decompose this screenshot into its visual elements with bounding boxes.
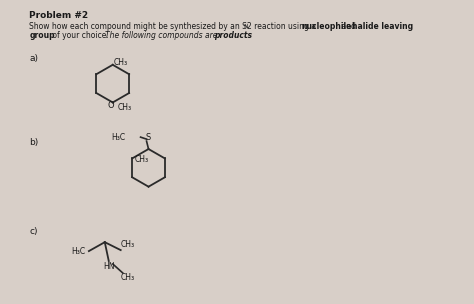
Text: .: . xyxy=(244,31,246,40)
Text: c): c) xyxy=(29,227,38,236)
Text: and: and xyxy=(339,22,359,31)
Text: 2 reaction using a: 2 reaction using a xyxy=(247,22,319,31)
Text: CH₃: CH₃ xyxy=(134,155,148,164)
Text: products: products xyxy=(214,31,252,40)
Text: HN: HN xyxy=(103,262,114,271)
Text: Problem #2: Problem #2 xyxy=(29,11,88,20)
Text: H₃C: H₃C xyxy=(112,133,126,142)
Text: b): b) xyxy=(29,138,38,147)
Text: Show how each compound might be synthesized by an S: Show how each compound might be synthesi… xyxy=(29,22,247,31)
Text: The following compounds are: The following compounds are xyxy=(105,31,219,40)
Text: nucleophile: nucleophile xyxy=(301,22,352,31)
Text: CH₃: CH₃ xyxy=(121,240,135,249)
Text: O: O xyxy=(108,102,114,110)
Text: CH₃: CH₃ xyxy=(121,273,135,282)
Text: S: S xyxy=(146,133,151,142)
Text: H₃C: H₃C xyxy=(71,247,85,256)
Text: group: group xyxy=(29,31,55,40)
Text: halide leaving: halide leaving xyxy=(352,22,413,31)
Text: CH₃: CH₃ xyxy=(118,103,132,112)
Text: CH₃: CH₃ xyxy=(114,58,128,67)
Text: of your choice.: of your choice. xyxy=(50,31,111,40)
Text: a): a) xyxy=(29,54,38,63)
Text: N: N xyxy=(243,24,247,29)
